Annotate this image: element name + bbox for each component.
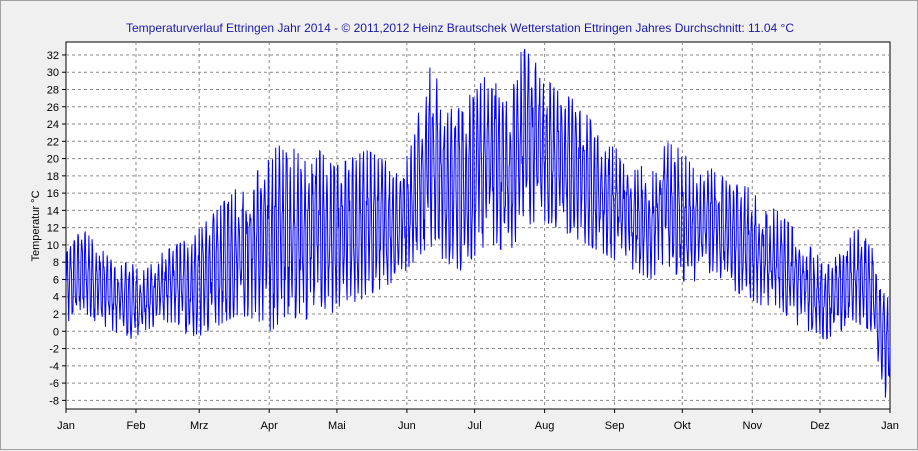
- y-tick-label: 28: [47, 84, 59, 96]
- y-tick-label: 4: [53, 292, 59, 304]
- x-tick-label: Mrz: [190, 420, 208, 432]
- y-tick-label: 26: [47, 102, 59, 114]
- y-tick-label: 2: [53, 309, 59, 321]
- y-tick-label: 12: [47, 223, 59, 235]
- x-tick-label: Jan: [881, 420, 899, 432]
- y-tick-label: 8: [53, 257, 59, 269]
- y-tick-label: 16: [47, 188, 59, 200]
- x-tick-label: Okt: [674, 420, 691, 432]
- y-tick-label: -8: [49, 395, 59, 407]
- x-tick-label: Nov: [743, 420, 763, 432]
- x-tick-label: Jun: [398, 420, 416, 432]
- chart-title: Temperaturverlauf Ettringen Jahr 2014 - …: [126, 21, 794, 35]
- x-tick-label: Sep: [605, 420, 625, 432]
- grid-lines: [66, 42, 890, 409]
- y-tick-label: 10: [47, 240, 59, 252]
- y-tick-label: 0: [53, 326, 59, 338]
- y-tick-label: -6: [49, 378, 59, 390]
- y-tick-label: 6: [53, 274, 59, 286]
- x-tick-label: Jan: [57, 420, 75, 432]
- y-tick-label: 32: [47, 50, 59, 62]
- temperature-series-line: [65, 48, 891, 398]
- x-tick-label: Apr: [261, 420, 278, 432]
- y-axis-label: Temperatur °C: [30, 190, 42, 261]
- y-tick-label: 20: [47, 154, 59, 166]
- y-tick-label: 24: [47, 119, 59, 131]
- x-tick-label: Feb: [126, 420, 145, 432]
- y-tick-label: -4: [49, 361, 59, 373]
- x-axis-ticks: Jan Feb Mrz Apr Mai Jun Jul Aug Sep Okt Nov Dez Jan: [57, 409, 899, 432]
- x-tick-label: Aug: [535, 420, 555, 432]
- y-tick-label: 14: [47, 205, 59, 217]
- x-tick-label: Jul: [468, 420, 482, 432]
- x-tick-label: Dez: [810, 420, 830, 432]
- y-tick-label: -2: [49, 344, 59, 356]
- y-tick-label: 22: [47, 136, 59, 148]
- x-tick-label: Mai: [328, 420, 346, 432]
- y-tick-label: 18: [47, 171, 59, 183]
- y-tick-label: 30: [47, 67, 59, 79]
